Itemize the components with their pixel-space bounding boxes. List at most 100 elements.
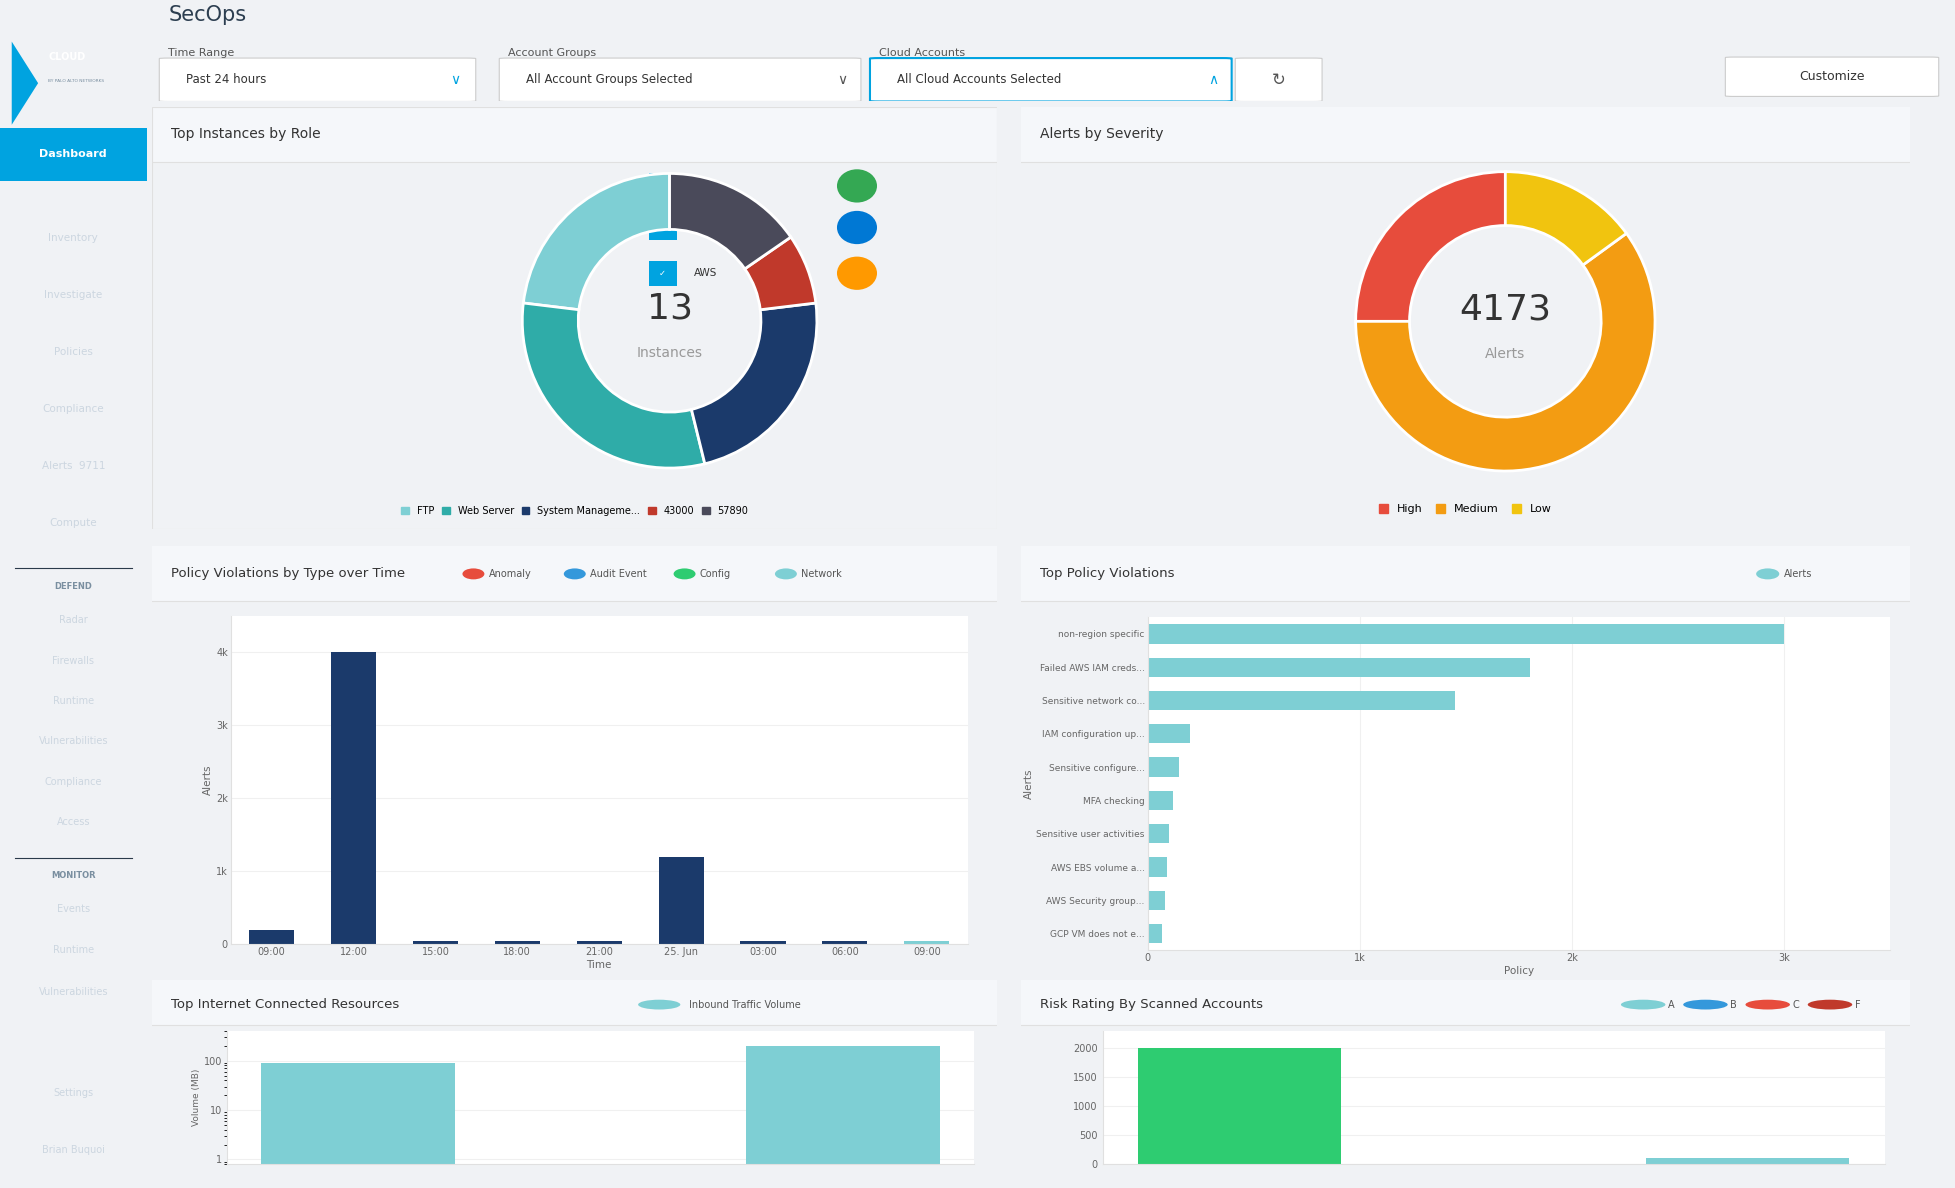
Bar — [152, 546, 997, 601]
Circle shape — [774, 568, 798, 580]
FancyBboxPatch shape — [1726, 57, 1939, 96]
Text: AWS: AWS — [694, 268, 717, 278]
Text: Alerts: Alerts — [1783, 569, 1812, 579]
Text: Compliance: Compliance — [43, 404, 104, 413]
Text: GCP: GCP — [694, 181, 716, 191]
Text: F: F — [1855, 999, 1861, 1010]
Text: Instances: Instances — [637, 346, 702, 360]
Bar — [823, 941, 868, 944]
Circle shape — [837, 257, 878, 290]
Text: B: B — [1730, 999, 1738, 1010]
Bar — [1021, 546, 1910, 601]
Wedge shape — [1355, 233, 1656, 470]
Wedge shape — [669, 173, 792, 268]
X-axis label: Policy: Policy — [1503, 966, 1535, 977]
Bar — [1148, 725, 1191, 744]
Text: Risk Rating By Scanned Accounts: Risk Rating By Scanned Accounts — [1040, 998, 1263, 1011]
Text: ✓: ✓ — [659, 223, 665, 232]
Text: Events: Events — [57, 904, 90, 914]
Text: Access: Access — [57, 817, 90, 827]
Bar — [577, 941, 622, 944]
Text: Inbound Traffic Volume: Inbound Traffic Volume — [688, 999, 800, 1010]
Text: CLOUD: CLOUD — [49, 52, 86, 62]
Legend: High, Medium, Low: High, Medium, Low — [1374, 500, 1556, 519]
Bar — [1021, 980, 1910, 1025]
Circle shape — [837, 169, 878, 202]
FancyBboxPatch shape — [870, 58, 1232, 101]
Text: Settings: Settings — [53, 1088, 94, 1098]
Bar — [1148, 791, 1173, 810]
Bar — [495, 941, 540, 944]
Text: Alerts  9711: Alerts 9711 — [41, 461, 106, 470]
Bar — [1148, 657, 1529, 677]
Circle shape — [637, 1000, 680, 1010]
Text: MONITOR: MONITOR — [51, 871, 96, 880]
Bar — [152, 107, 997, 162]
Text: 🔍: 🔍 — [860, 133, 864, 141]
Text: Runtime: Runtime — [53, 946, 94, 955]
Text: Compliance: Compliance — [45, 777, 102, 786]
Bar — [413, 941, 457, 944]
Text: Runtime: Runtime — [53, 696, 94, 706]
Bar — [1646, 1158, 1849, 1164]
Text: ✓: ✓ — [659, 268, 665, 278]
Text: Network: Network — [802, 569, 843, 579]
Text: Investigate: Investigate — [45, 290, 102, 299]
Polygon shape — [12, 42, 39, 125]
Bar — [649, 261, 676, 286]
Legend: FTP, Web Server, System Manageme..., 43000, 57890: FTP, Web Server, System Manageme..., 430… — [397, 501, 753, 519]
Circle shape — [563, 568, 586, 580]
FancyBboxPatch shape — [499, 58, 860, 101]
Wedge shape — [524, 173, 669, 310]
Text: Azure: Azure — [694, 222, 723, 233]
Text: ∨: ∨ — [450, 72, 461, 87]
Bar — [1148, 758, 1179, 777]
Text: Alerts by Severity: Alerts by Severity — [1040, 127, 1163, 141]
Bar — [1148, 624, 1785, 644]
Bar — [1021, 107, 1910, 162]
Bar — [260, 1063, 456, 1188]
Circle shape — [674, 568, 696, 580]
Text: Radar: Radar — [59, 615, 88, 625]
Text: Top Policy Violations: Top Policy Violations — [1040, 568, 1175, 581]
Text: Customize: Customize — [1799, 70, 1865, 83]
Bar — [647, 118, 882, 157]
Text: C: C — [1793, 999, 1799, 1010]
X-axis label: Time: Time — [586, 960, 612, 971]
Bar — [649, 215, 676, 240]
Y-axis label: Volume (MB): Volume (MB) — [192, 1069, 201, 1126]
Wedge shape — [1355, 171, 1505, 322]
Text: Account Groups: Account Groups — [508, 48, 596, 57]
Text: Config: Config — [700, 569, 731, 579]
Circle shape — [463, 568, 485, 580]
Text: Time Range: Time Range — [168, 48, 235, 57]
Text: SecOps: SecOps — [168, 5, 246, 25]
Bar — [152, 980, 997, 1025]
Bar — [1138, 1048, 1341, 1164]
Wedge shape — [745, 238, 815, 310]
Wedge shape — [1505, 171, 1627, 265]
Wedge shape — [522, 303, 706, 468]
Y-axis label: Alerts: Alerts — [203, 765, 213, 795]
Text: Audit Event: Audit Event — [590, 569, 647, 579]
Bar — [1148, 858, 1167, 877]
Text: Filter results: Filter results — [669, 132, 733, 143]
Text: Dashboard: Dashboard — [39, 150, 108, 159]
Text: DEFEND: DEFEND — [55, 582, 92, 592]
Circle shape — [1746, 1000, 1791, 1010]
Y-axis label: Alerts: Alerts — [1024, 769, 1034, 800]
Bar — [745, 1045, 940, 1188]
Bar — [1148, 824, 1169, 843]
Text: Vulnerabilities: Vulnerabilities — [39, 987, 108, 997]
Bar — [1148, 691, 1455, 710]
Wedge shape — [692, 303, 817, 463]
Text: BY PALO ALTO NETWORKS: BY PALO ALTO NETWORKS — [49, 78, 104, 83]
Text: All Cloud Accounts Selected: All Cloud Accounts Selected — [897, 74, 1062, 87]
FancyBboxPatch shape — [158, 58, 475, 101]
Text: Alerts: Alerts — [1486, 347, 1525, 361]
Circle shape — [1808, 1000, 1851, 1010]
Text: 13: 13 — [647, 292, 692, 326]
FancyBboxPatch shape — [1236, 58, 1322, 101]
Text: Firewalls: Firewalls — [53, 656, 94, 665]
Text: Policies: Policies — [55, 347, 92, 356]
